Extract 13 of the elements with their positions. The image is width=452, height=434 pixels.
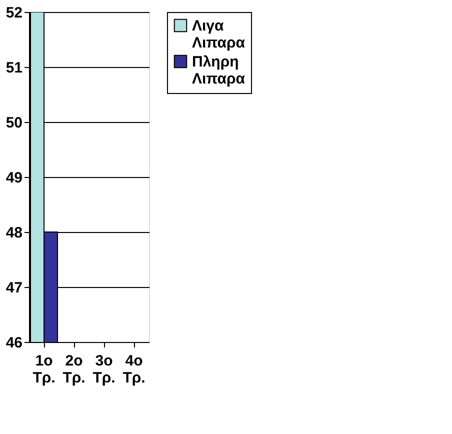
y-tick-label: 52: [6, 4, 22, 22]
y-tick-label: 47: [6, 280, 22, 296]
legend-label: Πληρη Λιπαρα: [192, 54, 246, 88]
y-tick-label: 49: [6, 170, 22, 186]
y-tick-label: 50: [6, 114, 22, 132]
x-tick-label: 3ο Τρ.: [92, 352, 116, 386]
x-tick-label: 1ο Τρ.: [32, 352, 56, 386]
legend-label: Λιγα Λιπαρα: [192, 18, 246, 52]
x-tick-label: 2ο Τρ.: [62, 352, 86, 386]
y-tick-label: 48: [6, 224, 22, 242]
y-tick-label: 51: [6, 60, 22, 76]
x-tick-label: 4ο Τρ.: [122, 352, 146, 386]
y-tick-label: 46: [6, 334, 22, 352]
